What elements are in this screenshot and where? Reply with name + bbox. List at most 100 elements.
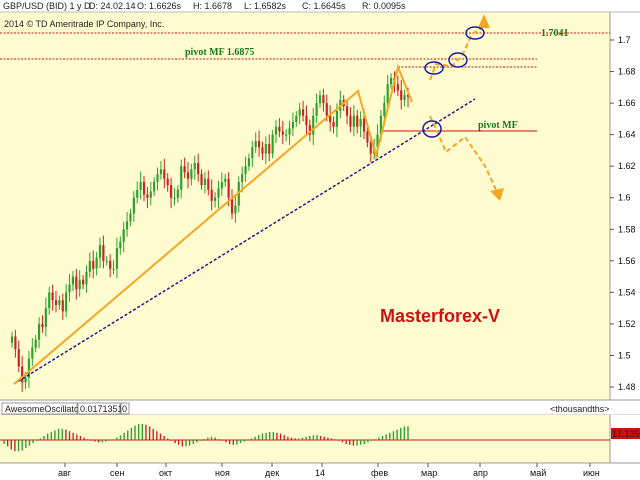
- candle: [139, 171, 142, 200]
- header-info: GBP/USD (BID) 1 y D D: 24.02.14 O: 1.662…: [3, 1, 406, 29]
- candle: [98, 237, 102, 269]
- candle: [305, 105, 308, 135]
- oscillator-param: 0: [122, 404, 127, 414]
- oscillator-name-box[interactable]: [1, 402, 78, 415]
- candle: [298, 102, 301, 125]
- candle: [349, 107, 352, 133]
- oscillator-param-box: [120, 402, 130, 415]
- candle: [268, 134, 271, 162]
- candle: [308, 119, 311, 142]
- candle: [125, 211, 129, 237]
- candle: [129, 208, 132, 227]
- candle: [37, 317, 41, 349]
- pivot-lower-label: pivot MF: [478, 120, 518, 131]
- candle: [251, 140, 254, 167]
- candle: [400, 80, 403, 110]
- target-level-label: 1.7041: [541, 28, 569, 39]
- candle: [58, 295, 61, 310]
- close-label: C: 1.6645s: [302, 1, 346, 11]
- candle: [41, 315, 44, 333]
- date-label: D: 24.02.14: [89, 1, 136, 11]
- candle: [88, 252, 91, 278]
- candle: [254, 132, 257, 153]
- time-tick-label: 14: [315, 468, 325, 478]
- price-tick-label: 1.58: [618, 224, 636, 234]
- price-tick-label: 1.52: [618, 319, 636, 329]
- copyright-label: 2014 © TD Ameritrade IP Company, Inc.: [4, 19, 164, 29]
- price-tick-label: 1.5: [618, 350, 631, 360]
- price-tick-label: 1.66: [618, 98, 636, 108]
- oscillator-name[interactable]: AwesomeOscillator: [5, 404, 82, 414]
- candle: [34, 334, 37, 353]
- candle: [183, 157, 186, 179]
- candle: [163, 158, 166, 189]
- candle: [14, 329, 17, 358]
- price-tick-label: 1.54: [618, 287, 636, 297]
- low-label: L: 1.6582s: [244, 1, 287, 11]
- candle: [169, 177, 173, 209]
- candle: [356, 110, 359, 134]
- candle: [153, 177, 156, 197]
- candle: [389, 73, 393, 89]
- candle: [403, 89, 406, 107]
- trend-zigzag-line: [13, 63, 413, 385]
- price-axis[interactable]: [610, 12, 640, 400]
- candle: [315, 93, 318, 124]
- candle: [173, 188, 176, 206]
- candle: [68, 274, 71, 302]
- candle: [257, 130, 261, 157]
- main-plot-area: [0, 12, 610, 400]
- candle: [322, 88, 325, 112]
- candle: [295, 110, 298, 127]
- candle: [71, 270, 75, 292]
- time-tick-labels: авг сен окт ноя дек 14 фев мар апр май июн: [58, 463, 600, 478]
- candle: [345, 99, 349, 125]
- candle: [75, 269, 78, 300]
- time-tick-label: май: [530, 468, 546, 478]
- time-axis[interactable]: [0, 463, 640, 480]
- oscillator-value-box: [77, 402, 121, 415]
- candle: [156, 167, 159, 191]
- upper-ellipse: [448, 52, 468, 68]
- symbol-label[interactable]: GBP/USD (BID) 1 y D: [3, 1, 91, 11]
- candle: [186, 162, 190, 189]
- price-tick-label: 1.64: [618, 130, 636, 140]
- candle: [105, 256, 108, 266]
- candle: [197, 153, 200, 182]
- candle: [247, 153, 251, 171]
- candle: [366, 126, 369, 148]
- highlight-ellipses: [422, 26, 485, 138]
- candle: [65, 283, 68, 317]
- candle: [213, 192, 217, 208]
- oscillator-units: <thousandths>: [550, 404, 610, 414]
- candle: [61, 293, 64, 320]
- target-ellipse: [465, 26, 485, 40]
- time-tick-label: окт: [159, 468, 172, 478]
- candle: [224, 174, 227, 187]
- candle: [115, 237, 119, 279]
- candle: [92, 250, 95, 279]
- candle: [241, 166, 244, 193]
- candle: [217, 180, 220, 209]
- candle: [95, 251, 98, 276]
- price-tick-label: 1.7: [618, 35, 631, 45]
- candle: [176, 185, 179, 203]
- time-tick-label: апр: [473, 468, 488, 478]
- candle: [51, 284, 54, 311]
- candle: [193, 155, 196, 180]
- candle: [318, 90, 322, 108]
- candle: [17, 340, 20, 373]
- candle: [210, 179, 213, 211]
- price-tick-label: 1.56: [618, 256, 636, 266]
- candle: [207, 170, 210, 196]
- oscillator-last-value-box: [611, 428, 640, 439]
- candlestick-series: [10, 71, 410, 392]
- candle: [244, 156, 247, 182]
- support-ellipse: [422, 120, 442, 138]
- candle: [190, 163, 193, 186]
- candle: [146, 187, 149, 209]
- oscillator-histogram: [3, 424, 409, 452]
- candle: [271, 129, 274, 159]
